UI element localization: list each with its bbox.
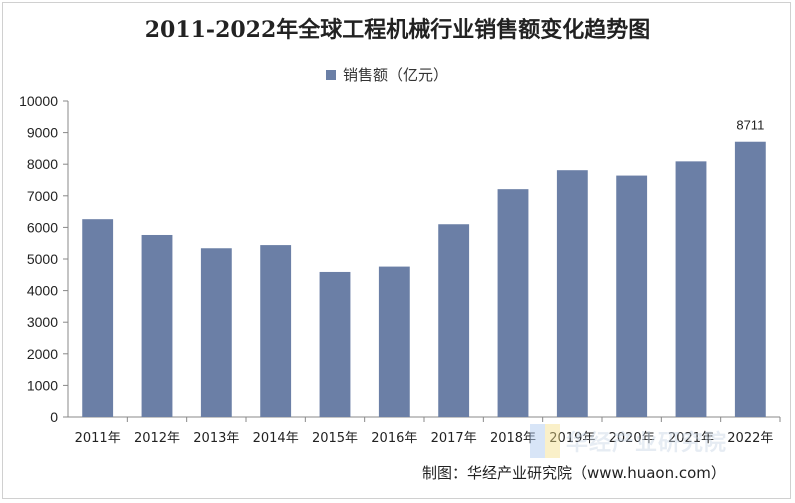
bar [260, 245, 292, 417]
y-tick-label: 4000 [27, 283, 58, 299]
x-tick-label: 2014年 [253, 431, 299, 446]
x-tick-label: 2012年 [134, 431, 180, 446]
bar [497, 189, 529, 417]
chart-title: 2011-2022年全球工程机械行业销售额变化趋势图 [144, 17, 651, 43]
x-tick-label: 2018年 [490, 431, 536, 446]
x-tick-label: 2021年 [668, 431, 714, 446]
legend-label: 销售额（亿元） [343, 66, 449, 84]
data-label: 8711 [736, 118, 764, 133]
y-tick-label: 8000 [27, 156, 58, 172]
watermark-logo-icon [530, 424, 560, 458]
y-tick-label: 9000 [27, 125, 58, 141]
bar [556, 170, 588, 417]
bar [200, 248, 232, 417]
watermark-text: 华经产业研究院 [566, 431, 728, 456]
watermark: 华经产业研究院 [530, 424, 727, 458]
x-tick-label: 2015年 [312, 431, 358, 446]
legend: 销售额（亿元） [326, 64, 448, 85]
y-tick-label: 5000 [27, 251, 58, 267]
y-tick-label: 7000 [27, 188, 58, 204]
y-tick-label: 2000 [27, 346, 58, 362]
x-tick-label: 2019年 [549, 431, 595, 446]
x-tick-label: 2011年 [75, 431, 121, 446]
bar [616, 175, 648, 417]
bar [319, 271, 351, 417]
bar [141, 234, 173, 417]
legend-swatch [326, 69, 336, 80]
y-tick-label: 3000 [27, 314, 58, 330]
bar [82, 219, 114, 417]
bar [675, 161, 707, 417]
x-tick-label: 2013年 [193, 431, 239, 446]
y-tick-label: 10000 [19, 93, 58, 109]
x-tick-label: 2017年 [431, 431, 477, 446]
x-tick-label: 2020年 [609, 431, 655, 446]
bar [438, 224, 470, 417]
source-note: 制图：华经产业研究院（www.huaon.com） [422, 464, 726, 482]
y-tick-label: 6000 [27, 219, 58, 235]
x-tick-label: 2016年 [371, 431, 417, 446]
bar [734, 141, 766, 417]
y-tick-label: 0 [50, 409, 58, 425]
bar [378, 266, 410, 417]
x-tick-label: 2022年 [727, 431, 773, 446]
y-tick-label: 1000 [27, 377, 58, 393]
